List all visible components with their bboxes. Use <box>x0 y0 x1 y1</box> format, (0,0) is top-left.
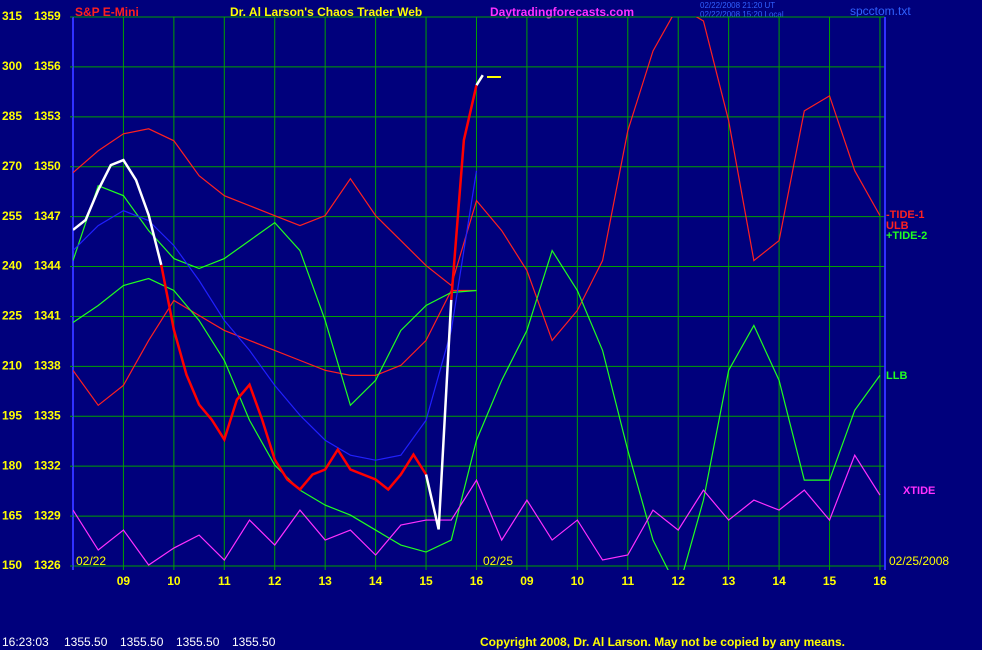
y2-tick-label: 270 <box>2 159 22 173</box>
series-line <box>73 249 881 570</box>
series-line <box>73 453 881 566</box>
y-tick-label: 1329 <box>34 508 61 522</box>
y2-tick-label: 240 <box>2 259 22 273</box>
y-tick-label: 1359 <box>34 9 61 23</box>
copyright: Copyright 2008, Dr. Al Larson. May not b… <box>480 635 845 649</box>
timestamp-local: 02/22/2008 15:20 Local <box>700 10 784 19</box>
x-tick-label: 12 <box>672 574 686 588</box>
date-label: 02/22 <box>76 554 106 568</box>
price-line <box>450 84 478 300</box>
y2-tick-label: 195 <box>2 408 22 422</box>
y2-tick-label: 150 <box>2 558 22 572</box>
y-tick-label: 1326 <box>34 558 61 572</box>
y2-tick-label: 225 <box>2 309 22 323</box>
x-tick-label: 14 <box>772 574 786 588</box>
y-tick-label: 1347 <box>34 209 61 223</box>
y2-tick-label: 210 <box>2 359 22 373</box>
y-tick-label: 1353 <box>34 109 61 123</box>
status-quote: 1355.50 <box>120 635 164 649</box>
file-name: spcctom.txt <box>850 4 911 18</box>
y-tick-label: 1356 <box>34 59 61 73</box>
series-line <box>73 184 477 407</box>
x-tick-label: 11 <box>621 574 634 588</box>
series-label: XTIDE <box>903 485 935 497</box>
x-tick-label: 12 <box>268 574 282 588</box>
x-tick-label: 10 <box>571 574 585 588</box>
y2-tick-label: 255 <box>2 209 22 223</box>
grid <box>72 16 886 570</box>
series-line <box>73 17 881 342</box>
site-name: Daytradingforecasts.com <box>490 5 634 19</box>
chart-subtitle: Dr. Al Larson's Chaos Trader Web <box>230 5 422 19</box>
timestamp-ut: 02/22/2008 21:20 UT <box>700 1 775 10</box>
x-tick-label: 16 <box>873 574 887 588</box>
y-tick-label: 1350 <box>34 159 61 173</box>
price-line <box>73 158 163 266</box>
x-tick-label: 15 <box>823 574 837 588</box>
price-line <box>475 74 484 86</box>
plot-area <box>73 17 881 570</box>
y-tick-label: 1338 <box>34 359 61 373</box>
x-tick-label: 09 <box>117 574 131 588</box>
chart-title: S&P E-Mini <box>75 5 139 19</box>
status-quote: 1355.50 <box>64 635 108 649</box>
price-line <box>160 264 428 492</box>
x-tick-label: 13 <box>722 574 736 588</box>
y2-tick-label: 315 <box>2 9 22 23</box>
x-tick-label: 11 <box>218 574 231 588</box>
status-time: 16:23:03 <box>2 635 49 649</box>
series-label: +TIDE-2 <box>886 230 927 242</box>
x-tick-label: 13 <box>318 574 332 588</box>
y2-tick-label: 285 <box>2 109 22 123</box>
date-label: 02/25/2008 <box>889 554 949 568</box>
status-quote: 1355.50 <box>232 635 276 649</box>
x-tick-label: 09 <box>520 574 534 588</box>
y-tick-label: 1344 <box>34 259 61 273</box>
date-label: 02/25 <box>483 554 513 568</box>
x-tick-label: 16 <box>470 574 484 588</box>
status-quote: 1355.50 <box>176 635 220 649</box>
series-label: -TIDE-1 <box>886 209 925 221</box>
x-tick-label: 10 <box>167 574 181 588</box>
y2-tick-label: 165 <box>2 508 22 522</box>
series-line <box>73 289 477 407</box>
x-tick-label: 14 <box>369 574 383 588</box>
y2-tick-label: 180 <box>2 458 22 472</box>
y-tick-label: 1341 <box>34 309 61 323</box>
x-tick-label: 15 <box>419 574 433 588</box>
series-label: ULB <box>886 220 909 232</box>
price-line <box>424 299 453 530</box>
series-line <box>73 170 478 461</box>
y2-tick-label: 300 <box>2 59 22 73</box>
y-tick-label: 1335 <box>34 408 61 422</box>
y-tick-label: 1332 <box>34 458 61 472</box>
series-label: LLB <box>886 370 907 382</box>
